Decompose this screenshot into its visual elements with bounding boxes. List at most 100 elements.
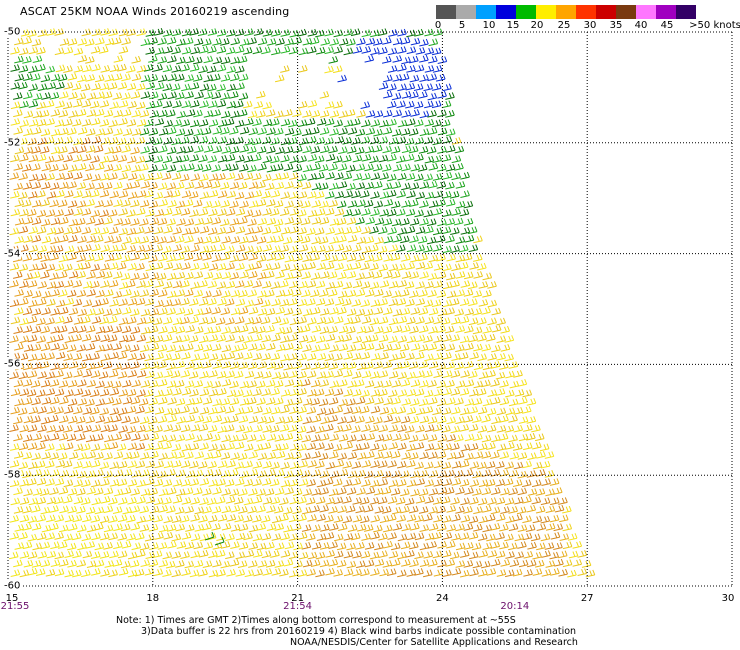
- wind-barb: [329, 380, 340, 389]
- wind-barb: [184, 91, 194, 99]
- wind-barb: [343, 441, 353, 450]
- wind-barb: [346, 38, 356, 47]
- wind-barb: [235, 154, 245, 163]
- wind-barb: [266, 469, 276, 477]
- wind-barb: [374, 289, 384, 297]
- wind-barb: [172, 244, 183, 252]
- wind-barb: [68, 523, 78, 531]
- wind-barb: [404, 497, 415, 506]
- wind-barb: [451, 478, 462, 486]
- wind-barb: [149, 235, 160, 244]
- wind-barb: [482, 289, 492, 298]
- wind-barb: [269, 425, 280, 433]
- wind-barb: [73, 172, 83, 180]
- wind-barb: [508, 506, 518, 514]
- wind-barb: [113, 523, 123, 532]
- wind-barb: [495, 497, 506, 505]
- wind-barb: [495, 550, 506, 559]
- wind-barb: [460, 171, 470, 180]
- wind-barb: [383, 414, 394, 423]
- wind-barb: [81, 569, 91, 578]
- wind-barb: [234, 496, 244, 505]
- wind-barb: [364, 254, 375, 263]
- wind-barb: [248, 560, 258, 568]
- wind-barb: [229, 558, 240, 567]
- wind-barb: [167, 199, 177, 208]
- wind-barb: [9, 280, 19, 288]
- wind-barb: [73, 317, 84, 325]
- wind-barb: [454, 308, 465, 317]
- wind-barb: [333, 353, 343, 361]
- wind-barb: [77, 524, 87, 533]
- wind-barb: [104, 434, 114, 443]
- wind-barb: [154, 532, 164, 540]
- wind-barb: [108, 172, 118, 181]
- wind-barb: [347, 470, 358, 479]
- wind-barb: [333, 569, 343, 577]
- wind-barb: [244, 569, 255, 578]
- wind-barb: [194, 451, 205, 459]
- wind-barb: [297, 100, 308, 109]
- wind-barb: [396, 263, 406, 271]
- wind-barb: [193, 380, 204, 388]
- wind-barb: [10, 406, 20, 415]
- wind-barb: [237, 452, 248, 461]
- wind-barb: [292, 451, 302, 460]
- wind-barb: [118, 425, 129, 433]
- wind-barb: [99, 100, 110, 108]
- wind-barb: [423, 335, 433, 343]
- wind-barb: [136, 280, 146, 289]
- wind-barb: [496, 317, 506, 326]
- wind-barb: [387, 460, 397, 468]
- wind-barb: [410, 522, 420, 531]
- wind-barb: [85, 470, 96, 478]
- wind-barb: [409, 74, 420, 83]
- wind-barb: [383, 397, 394, 406]
- wind-barb: [359, 497, 370, 505]
- wind-barb: [352, 443, 362, 452]
- wind-barb: [199, 335, 209, 344]
- wind-barb: [496, 513, 506, 522]
- wind-barb: [167, 325, 178, 334]
- wind-barb: [301, 506, 312, 515]
- wind-barb: [157, 361, 167, 369]
- wind-barb: [49, 91, 60, 100]
- wind-barb: [265, 325, 275, 333]
- wind-barb: [184, 505, 195, 514]
- wind-barb: [46, 496, 57, 505]
- wind-barb: [498, 433, 509, 441]
- wind-barb: [143, 389, 154, 398]
- wind-barb: [238, 506, 248, 514]
- wind-barb: [247, 110, 258, 119]
- wind-barb: [271, 533, 282, 541]
- wind-barb: [172, 226, 182, 235]
- wind-barb: [64, 297, 75, 306]
- wind-barb: [99, 82, 110, 91]
- wind-barb: [13, 182, 23, 191]
- wind-barb: [19, 119, 29, 128]
- wind-barb: [311, 524, 321, 532]
- wind-barb: [343, 406, 353, 415]
- wind-barb: [39, 488, 50, 496]
- wind-barb: [378, 82, 389, 90]
- wind-barb: [59, 234, 69, 243]
- wind-barb: [269, 208, 280, 216]
- wind-barb: [136, 317, 147, 325]
- wind-barb: [189, 298, 199, 306]
- wind-barb: [121, 145, 131, 153]
- wind-barb: [310, 307, 321, 315]
- wind-barb: [225, 245, 235, 254]
- wind-barb: [163, 515, 174, 524]
- wind-barb: [122, 288, 132, 297]
- wind-barb: [365, 110, 376, 118]
- wind-barb: [252, 261, 263, 270]
- wind-barb: [211, 217, 222, 225]
- wind-barb: [81, 389, 92, 397]
- wind-barb: [401, 56, 411, 65]
- wind-barb: [55, 299, 66, 308]
- wind-barb: [427, 73, 438, 82]
- wind-barb: [121, 379, 132, 388]
- wind-barb: [414, 154, 424, 162]
- wind-barb: [9, 335, 19, 343]
- wind-barb: [379, 406, 390, 415]
